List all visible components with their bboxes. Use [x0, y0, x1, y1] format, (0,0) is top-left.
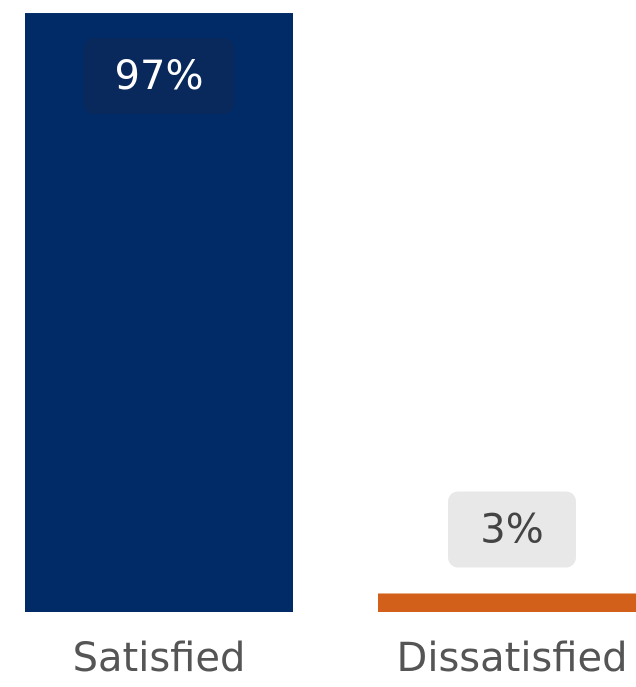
x-tick-label: Satisfied	[73, 635, 246, 681]
bar	[378, 593, 636, 612]
x-tick-label: Dissatisfied	[397, 635, 628, 681]
value-label: 3%	[480, 506, 543, 552]
value-label-box	[448, 491, 576, 568]
value-label-box	[84, 38, 234, 115]
value-label: 97%	[115, 53, 204, 99]
bar	[25, 13, 293, 612]
